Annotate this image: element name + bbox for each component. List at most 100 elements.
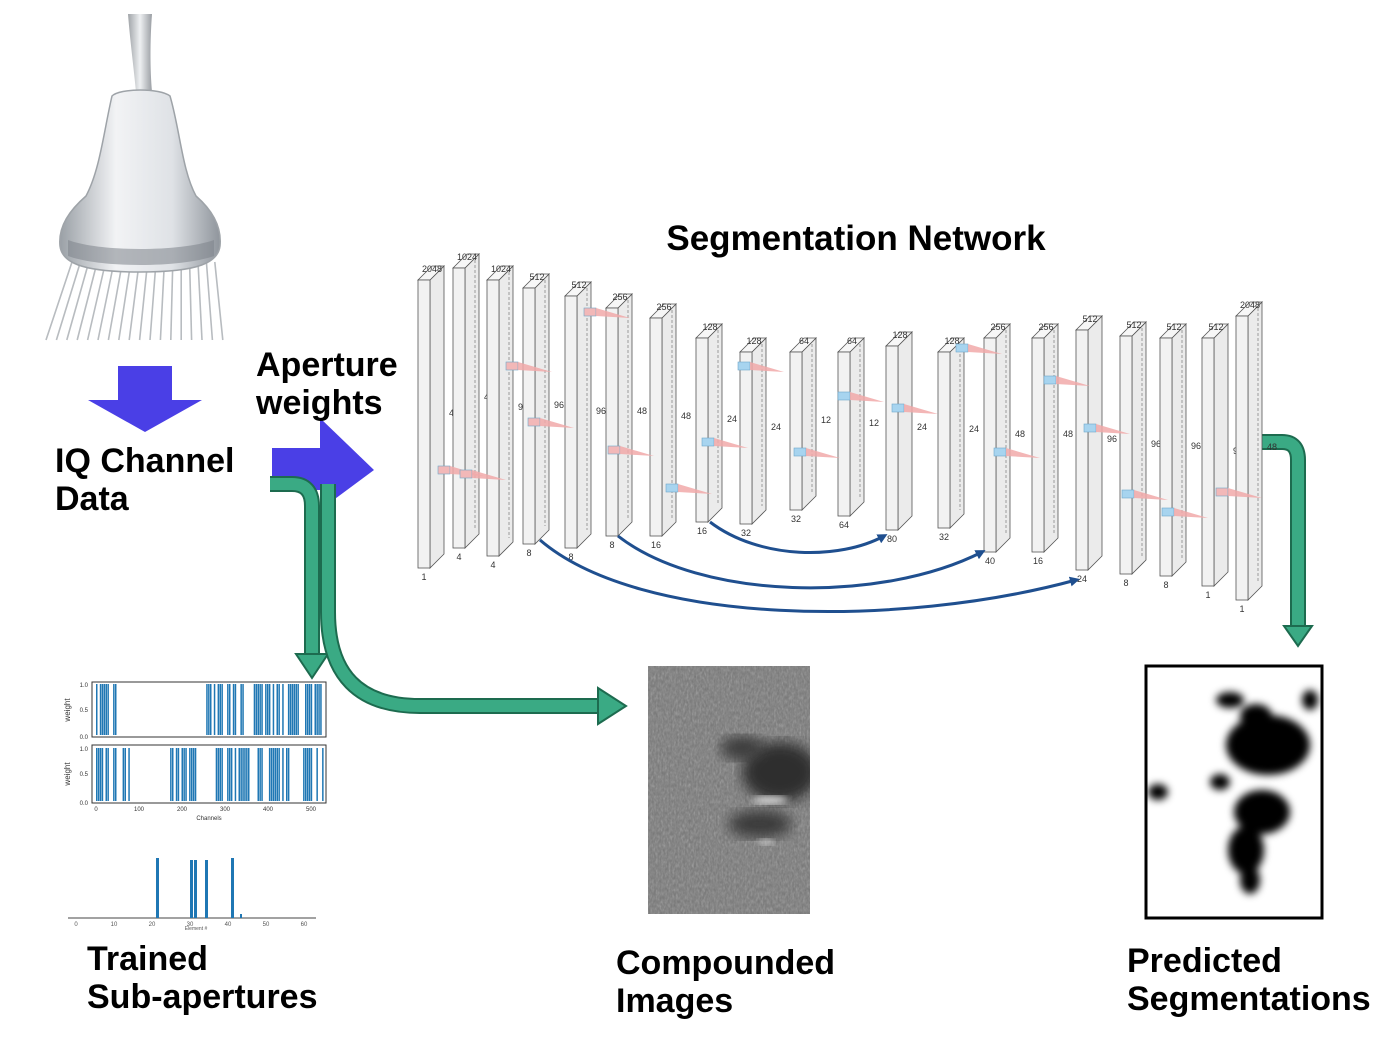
weight-bar <box>261 684 263 735</box>
layer-width-label: 4 <box>490 560 495 570</box>
weight-bar <box>276 684 278 735</box>
layer-width-label: 1 <box>1239 604 1244 614</box>
conv-kernel <box>850 392 884 402</box>
weight-bar <box>103 684 106 735</box>
weight-bar <box>242 748 244 801</box>
network-layer: 512 96 8 <box>522 272 564 558</box>
layer-width-label: 16 <box>697 526 707 536</box>
weight-bar <box>257 684 259 735</box>
weight-bar <box>219 684 221 735</box>
compounded-images-label: Compounded Images <box>616 944 836 1021</box>
weight-bar <box>172 748 174 801</box>
network-title: Segmentation Network <box>666 219 1046 258</box>
weight-bar <box>267 684 269 735</box>
conv-kernel <box>1121 489 1135 499</box>
weight-bar <box>181 748 183 801</box>
weight-bar <box>303 748 305 801</box>
conv-kernel <box>968 344 1002 354</box>
weight-bar <box>234 684 237 735</box>
layer-height-label: 48 <box>1015 429 1025 439</box>
conv-kernel <box>1083 423 1097 433</box>
weight-bar <box>219 748 221 801</box>
mid-xtick: 300 <box>220 807 231 813</box>
layer-channels-label: 256 <box>612 292 627 302</box>
layer-channels-label: 512 <box>1126 320 1141 330</box>
layer-height-label: 24 <box>917 422 927 432</box>
weight-bar <box>282 684 284 735</box>
conv-kernel <box>1056 376 1090 386</box>
weight-bar <box>221 684 223 735</box>
layer-height-label: 96 <box>596 406 606 416</box>
mid-xtick: 0 <box>94 807 98 813</box>
layer-width-label: 80 <box>887 534 897 544</box>
weight-bar <box>101 684 104 735</box>
weight-bar <box>122 748 125 801</box>
weight-bar <box>213 684 216 735</box>
layer-channels-label: 128 <box>702 322 717 332</box>
weight-bar <box>276 748 278 801</box>
sub-aperture-bar <box>240 914 242 918</box>
layer-channels-label: 128 <box>944 336 959 346</box>
mid-ytick: 0.5 <box>80 772 89 778</box>
weight-bar <box>99 748 102 801</box>
skip-connection-1 <box>709 520 888 555</box>
layer-channels-label: 64 <box>847 336 857 346</box>
conv-kernel <box>518 362 552 372</box>
skip-connection-3 <box>539 538 1080 613</box>
layer-width-label: 8 <box>1163 580 1168 590</box>
network-layer: 256 48 16 <box>649 302 691 550</box>
conv-kernel <box>701 437 715 447</box>
layer-height-label: 48 <box>1063 429 1073 439</box>
weight-plot-top: weight 1.0 0.5 0.0 <box>63 681 327 741</box>
conv-kernel <box>596 308 630 318</box>
layer-channels-label: 2048 <box>422 264 442 274</box>
network-layer: 512 96 8 <box>1119 320 1161 588</box>
weight-bar <box>232 684 235 735</box>
network-layer: 256 48 8 <box>605 292 647 550</box>
sub-aperture-plots: weight 1.0 0.5 0.0 weight 1.0 0.5 0.0 0 1… <box>63 681 327 932</box>
layer-height-label: 96 <box>554 400 564 410</box>
bottom-xtick: 40 <box>225 922 232 928</box>
weight-bar <box>221 748 223 801</box>
conv-kernel <box>437 465 451 475</box>
predicted-segmentation <box>1144 664 1324 920</box>
conv-kernel <box>993 447 1007 457</box>
weight-bar <box>265 684 267 735</box>
weight-bar <box>238 748 240 801</box>
weight-bar <box>230 748 233 801</box>
layer-channels-label: 512 <box>529 272 544 282</box>
weight-bar <box>268 684 271 735</box>
weight-bar <box>305 684 307 735</box>
layer-width-label: 32 <box>791 514 801 524</box>
layer-height-label: 24 <box>969 424 979 434</box>
weight-bar <box>257 748 259 801</box>
layer-width-label: 1 <box>421 572 426 582</box>
layer-width-label: 40 <box>985 556 995 566</box>
trained-sub-apertures-label: Trained Sub-apertures <box>87 940 318 1017</box>
weight-bar <box>320 684 322 735</box>
weight-bar <box>261 748 263 801</box>
conv-kernel <box>607 445 621 455</box>
layer-channels-label: 512 <box>571 280 586 290</box>
sub-aperture-bars-plot: 0 10 20 30 40 50 60 Element # <box>68 858 316 932</box>
weight-bar <box>217 684 220 735</box>
weight-bar <box>113 684 115 735</box>
weight-bar <box>287 748 290 801</box>
layer-height-label: 48 <box>681 411 691 421</box>
weight-bar <box>227 684 229 735</box>
weight-bar <box>316 684 318 735</box>
weight-bar <box>215 748 218 801</box>
weight-bar <box>278 684 280 735</box>
conv-kernel <box>891 403 905 413</box>
bottom-xtick: 30 <box>187 922 194 928</box>
weight-bar <box>253 684 256 735</box>
sub-aperture-bar <box>190 860 193 918</box>
layer-width-label: 32 <box>741 528 751 538</box>
bottom-xlabel: Element # <box>185 926 208 932</box>
weight-bar <box>322 748 324 801</box>
layer-channels-label: 1024 <box>457 252 477 262</box>
layer-width-label: 8 <box>568 552 573 562</box>
conv-kernel <box>955 343 969 353</box>
network-layer: 64 12 32 <box>789 336 831 524</box>
